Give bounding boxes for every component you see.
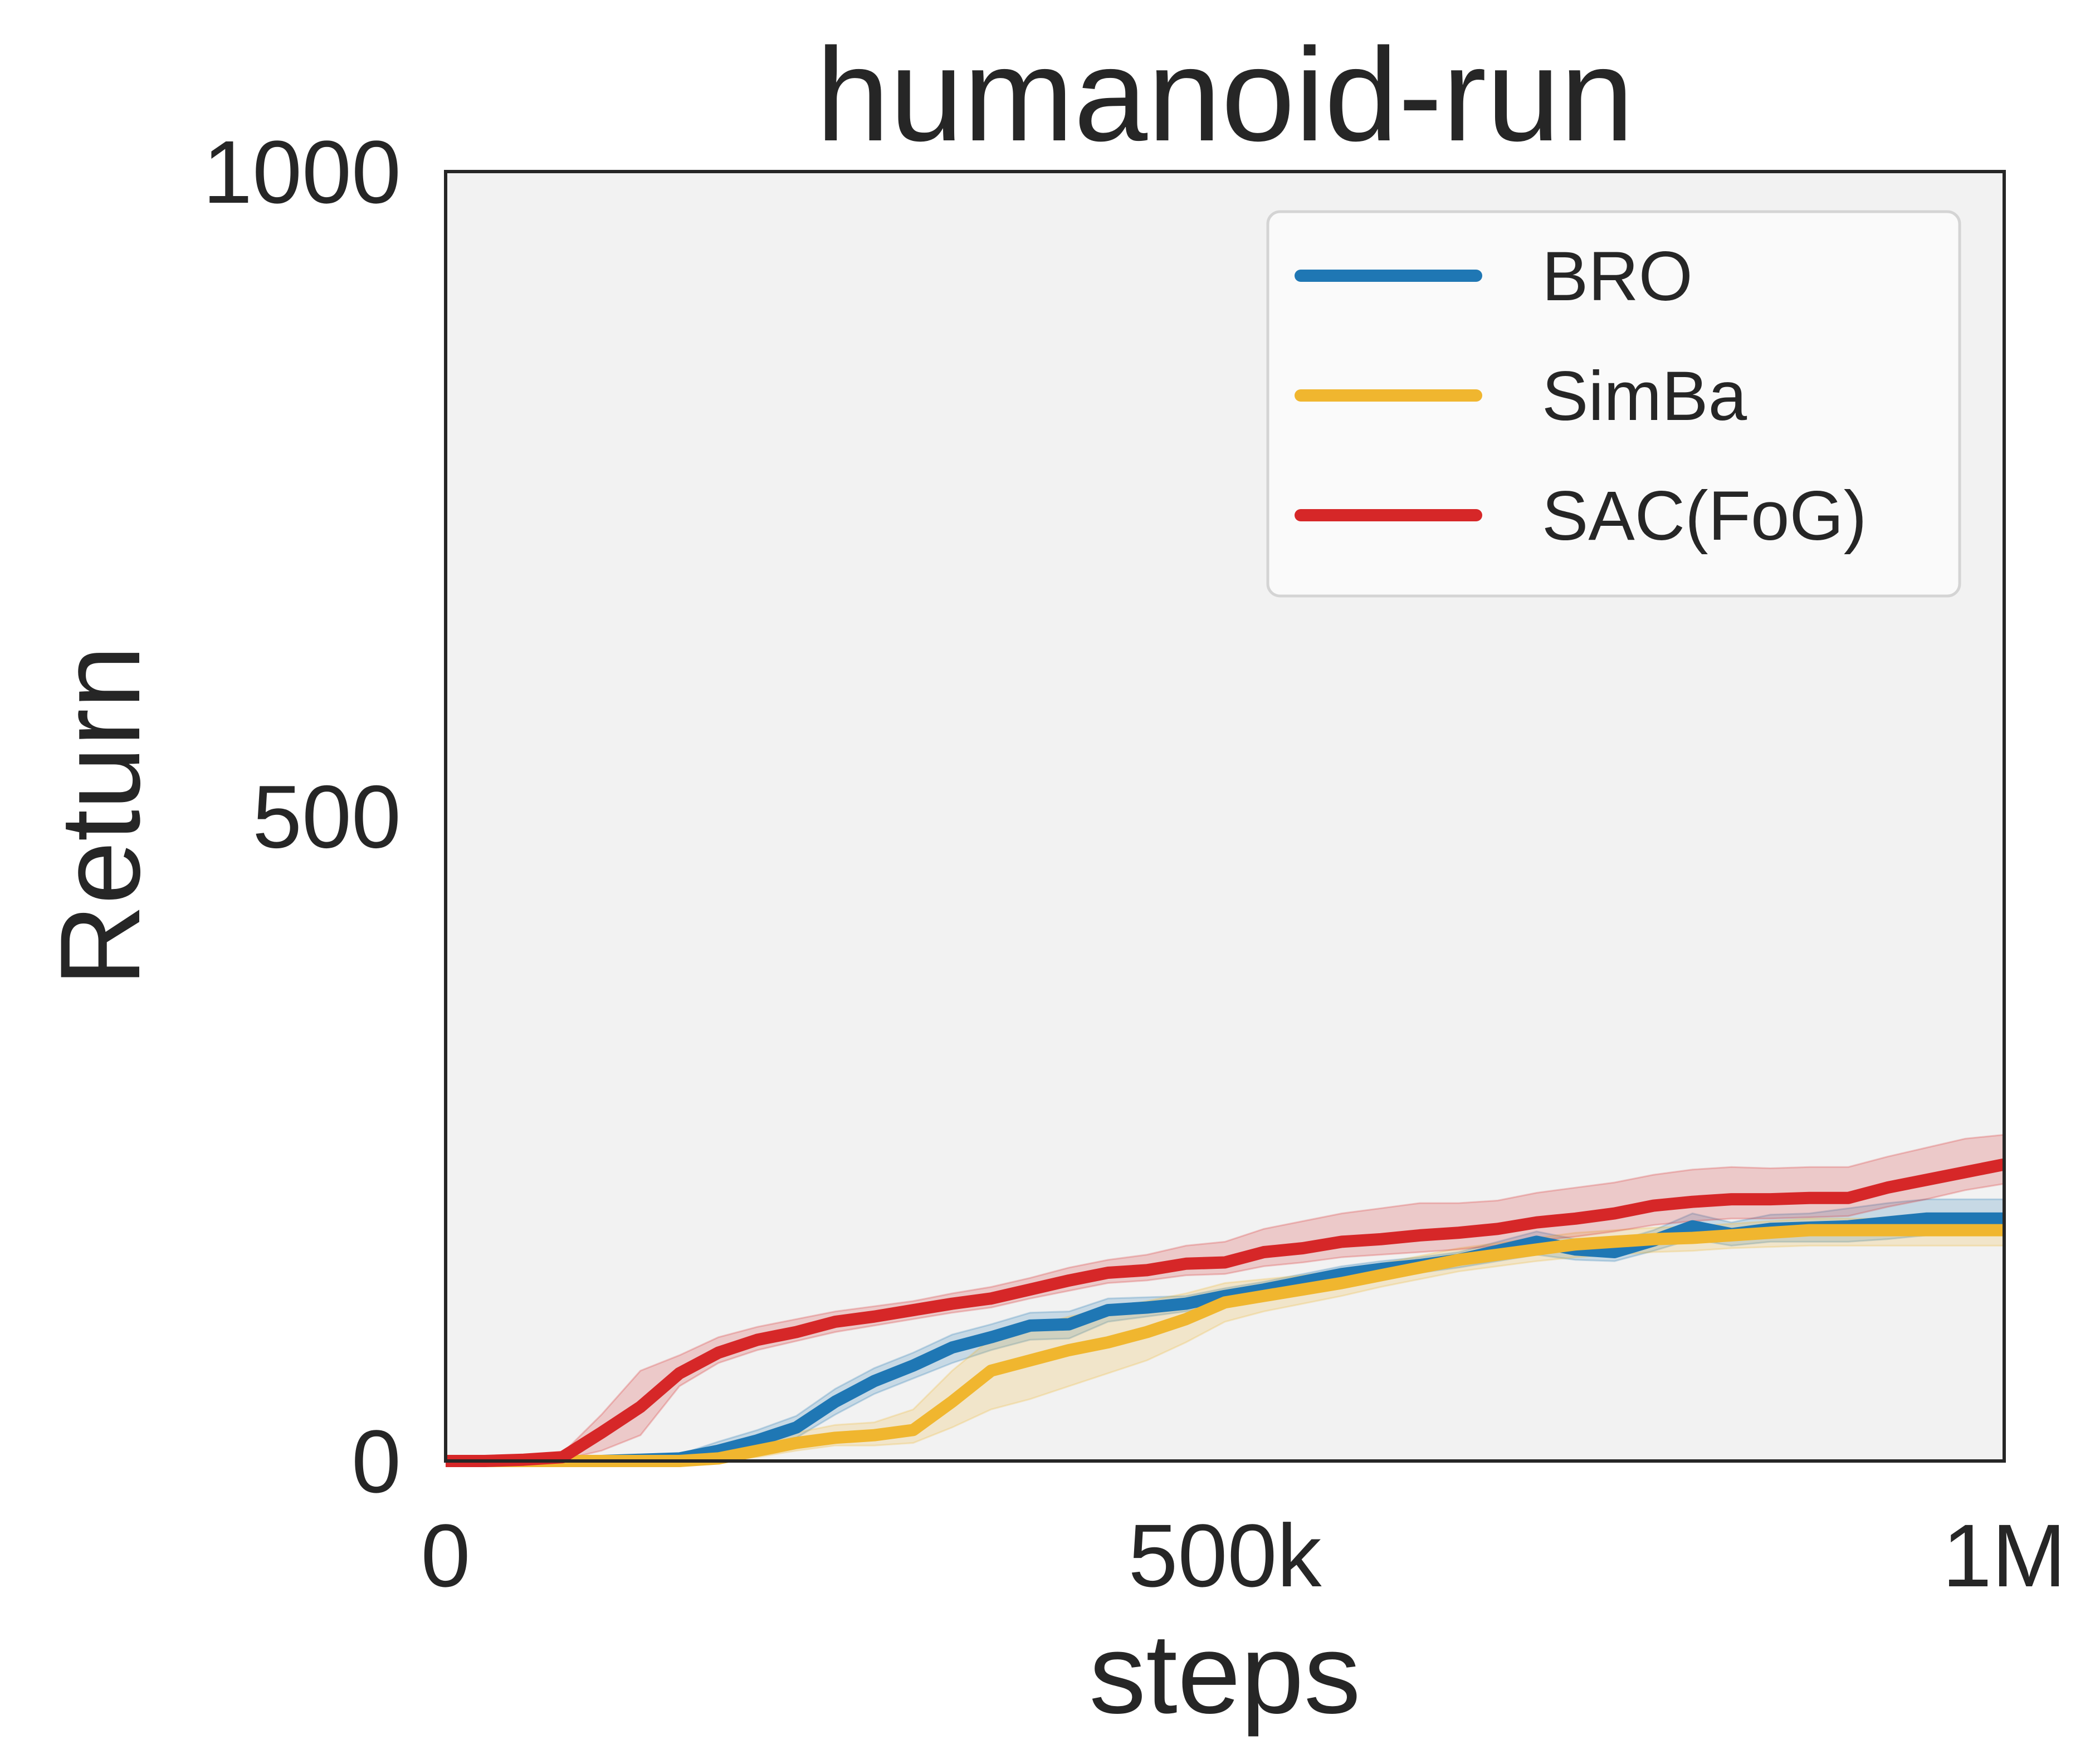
x-axis-label: steps — [1089, 1610, 1361, 1737]
y-tick-label: 0 — [351, 1411, 401, 1511]
line-simba — [446, 1224, 2004, 1467]
legend: BRO SimBa SAC(FoG) — [1266, 210, 1961, 598]
series-lines — [446, 1158, 2006, 1467]
legend-label-simba: SimBa — [1542, 358, 1747, 435]
y-tick-label: 500 — [252, 767, 401, 867]
legend-label-sac-fog: SAC(FoG) — [1542, 477, 1867, 555]
plot-frame — [444, 170, 2006, 1463]
line-sac-fog — [446, 1158, 2006, 1467]
x-tick-label: 500k — [1129, 1506, 1322, 1605]
legend-label-bro: BRO — [1542, 238, 1693, 315]
x-tick-label: 0 — [421, 1506, 471, 1605]
legend-box — [1266, 210, 1961, 598]
x-tick-label: 1M — [1942, 1506, 2066, 1605]
y-tick-label: 1000 — [203, 122, 401, 222]
chart-title: humanoid-run — [816, 21, 1634, 169]
x-axis-ticks: 0 500k 1M — [421, 1506, 2067, 1605]
y-axis-label: Return — [37, 646, 164, 986]
y-axis-ticks: 0 500 1000 — [203, 122, 401, 1511]
